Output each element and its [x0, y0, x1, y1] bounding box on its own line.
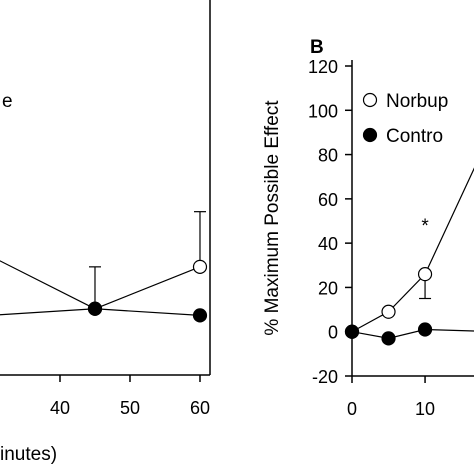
- y-tick-label: 100: [308, 101, 338, 121]
- y-tick-label: 120: [308, 57, 338, 77]
- legend-label: Contro: [386, 126, 443, 147]
- annotation: *: [421, 216, 429, 237]
- x-tick-label: 60: [190, 398, 210, 418]
- x-axis-label: inutes): [0, 444, 57, 465]
- y-tick-label: 20: [318, 278, 338, 298]
- plot-area: [344, 167, 474, 346]
- legend-label: Norbup: [386, 91, 448, 112]
- legend-marker: [362, 127, 378, 143]
- x-tick-label: 10: [415, 399, 435, 419]
- legend-marker: [362, 92, 378, 108]
- marker: [344, 324, 360, 339]
- line: [351, 328, 474, 339]
- marker: [192, 259, 208, 274]
- panel-label: B: [310, 37, 324, 58]
- line: [351, 167, 474, 333]
- x-tick-label: 0: [347, 399, 357, 419]
- y-tick-label: 60: [318, 190, 338, 210]
- x-tick-label: 50: [120, 398, 140, 418]
- y-tick-label: -20: [312, 367, 338, 387]
- x-tick-label: 40: [50, 398, 70, 418]
- y-tick-label: 40: [318, 234, 338, 254]
- marker: [192, 308, 208, 323]
- marker: [417, 267, 433, 282]
- y-tick-label: 0: [328, 323, 338, 343]
- y-axis-label: % Maximum Possible Effect: [262, 100, 283, 336]
- line: [0, 260, 201, 310]
- legend-label: e: [2, 91, 13, 112]
- marker: [381, 304, 396, 319]
- marker: [417, 322, 433, 337]
- marker: [87, 301, 103, 316]
- marker: [381, 331, 396, 346]
- y-tick-label: 80: [318, 146, 338, 166]
- plot-area: [0, 211, 208, 323]
